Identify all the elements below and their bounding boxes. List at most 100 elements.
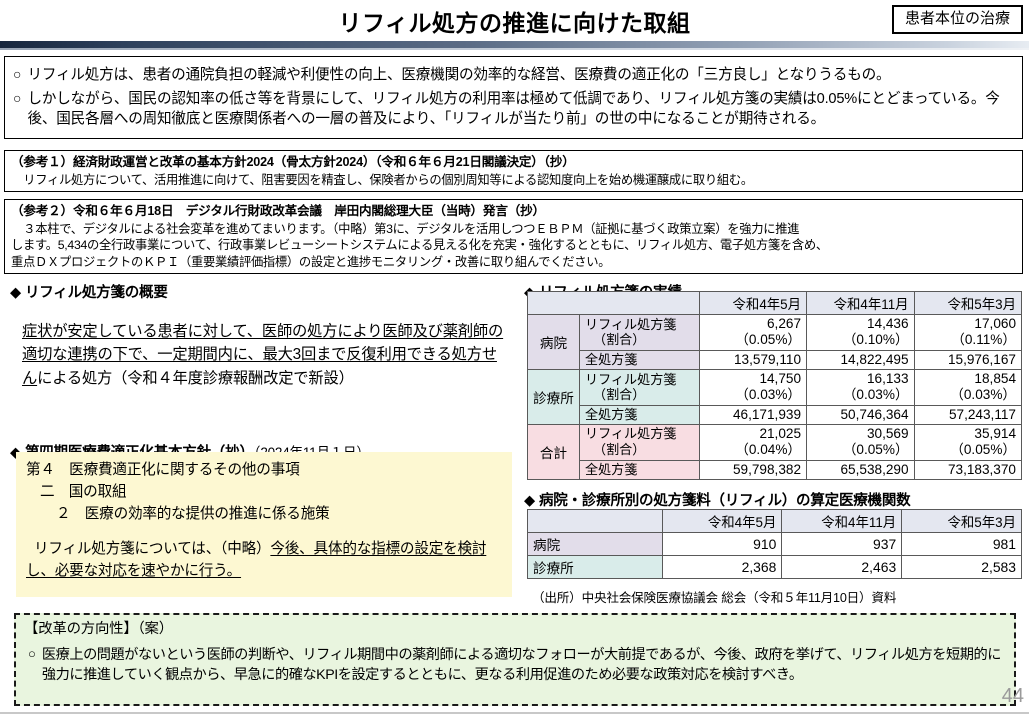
table1-corner-cell [527, 291, 700, 315]
table1-cell: 21,025 （0.04%） [698, 423, 808, 461]
diamond-icon: ◆ [10, 285, 21, 301]
table1-cell: 57,243,117 [913, 404, 1023, 425]
table1-cell: 18,854 （0.03%） [913, 368, 1023, 406]
table-row: 合計 リフィル処方箋 （割合） 21,025 （0.04%） 30,569 （0… [527, 423, 1023, 480]
refill-prescription-results-table: 令和4年5月 令和4年11月 令和5年3月 病院 リフィル処方箋 （割合） 6,… [527, 291, 1023, 480]
table1-row-label-clinic-refill: リフィル処方箋 （割合） [578, 368, 700, 406]
table1-cell: 14,436 （0.10%） [806, 314, 915, 351]
table1-group-hospital: 病院 [527, 314, 580, 370]
title-divider-bar [0, 41, 1029, 48]
reform-direction-box: 【改革の方向性】（案） ○ 医療上の問題がないという医師の判断や、リフィル期間中… [14, 613, 1016, 706]
table2-row-label-hospital: 病院 [527, 532, 663, 556]
table1-cell: 13,579,110 [698, 349, 808, 370]
table1-row-label-hospital-total: 全処方箋 [578, 349, 700, 370]
table2-cell: 910 [661, 532, 783, 556]
table1-col-header-2: 令和4年11月 [806, 291, 915, 315]
ratio: （0.05%） [842, 442, 909, 458]
ratio: （0.03%） [735, 387, 802, 403]
policy-excerpt-box: 第４ 医療費適正化に関するその他の事項 二 国の取組 ２ 医療の効率的な提供の推… [16, 452, 512, 597]
value: 21,025 [759, 425, 802, 441]
summary-bullets-box: ○ リフィル処方は、患者の通院負担の軽減や利便性の向上、医療機関の効率的な経営、… [4, 56, 1023, 140]
label-line-1: リフィル処方箋 [584, 426, 677, 442]
reform-direction-text: 医療上の問題がないという医師の判断や、リフィル期間中の薬剤師による適切なフォロー… [41, 646, 1002, 683]
table-row: 病院 リフィル処方箋 （割合） 6,267 （0.05%） 14,436 （0.… [527, 314, 1023, 370]
reform-direction-title: 【改革の方向性】（案） [24, 621, 173, 637]
table1-group-total: 合計 [527, 423, 580, 480]
page-number: 44 [1001, 685, 1024, 707]
ratio: （0.03%） [842, 387, 909, 403]
table1-cell: 6,267 （0.05%） [698, 314, 808, 351]
summary-bullet-2: ○ しかしながら、国民の認知率の低さ等を背景にして、リフィル処方の利用率は極めて… [9, 89, 1018, 129]
policy-excerpt-line-3: ２ 医療の効率的な提供の推進に係る施策 [56, 505, 330, 522]
table2-cell: 2,463 [781, 555, 903, 579]
table1-cell: 46,171,939 [698, 404, 808, 425]
policy-excerpt-line-2: 二 国の取組 [40, 483, 127, 500]
overview-underlined-text: 症状が安定している患者に対して、医師の処方により医師及び薬剤師の適切な連携の下で… [22, 323, 504, 387]
table-row: 全処方箋 46,171,939 50,746,364 57,243,117 [528, 404, 1023, 425]
table1-cell: 17,060 （0.11%） [913, 314, 1023, 351]
reference-2-line-3: 重点ＤＸプロジェクトのＫＰＩ（重要業績評価指標）の設定と進捗モニタリング・改善に… [11, 254, 611, 269]
ratio: （0.05%） [950, 442, 1016, 458]
summary-bullet-1: ○ リフィル処方は、患者の通院負担の軽減や利便性の向上、医療機関の効率的な経営、… [9, 65, 1018, 85]
table-header-row: 令和4年5月 令和4年11月 令和5年3月 [527, 509, 1022, 533]
table1-cell: 65,538,290 [806, 459, 915, 480]
overview-tail-text: による処方（令和４年度診療報酬改定で新設） [37, 369, 354, 387]
footer-divider [0, 712, 1029, 714]
table-header-row: 令和4年5月 令和4年11月 令和5年3月 [527, 291, 1023, 315]
table2-col-header-1: 令和4年5月 [661, 509, 783, 533]
table1-group-clinic: 診療所 [527, 368, 580, 425]
table1-cell: 14,750 （0.03%） [698, 368, 808, 406]
table1-col-header-1: 令和4年5月 [698, 291, 808, 315]
policy-paragraph-underlined: 今後、具体的な指標の設定を検討し、必要な対応を速やかに行う。 [26, 540, 487, 579]
table1-cell: 35,914 （0.05%） [913, 423, 1023, 461]
policy-excerpt-paragraph: リフィル処方箋については、（中略）今後、具体的な指標の設定を検討し、必要な対応を… [26, 539, 502, 583]
value: 35,914 [974, 425, 1016, 441]
reform-direction-bullet: ○ 医療上の問題がないという医師の判断や、リフィル期間中の薬剤師による適切なフォ… [24, 645, 1006, 685]
table1-cell: 59,798,382 [698, 459, 808, 480]
overview-heading: ◆ リフィル処方箋の概要 [10, 281, 168, 302]
reference-2-line-1: ３本柱で、デジタルによる社会変革を進めてまいります。（中略）第3に、デジタルを活… [23, 221, 800, 236]
table1-cell: 15,976,167 [913, 349, 1023, 370]
reference-1-line-1: リフィル処方について、活用推進に向けて、阻害要因を精査し、保険者からの個別周知等… [23, 172, 753, 187]
circle-bullet-icon: ○ [13, 66, 22, 82]
reference-2-heading: （参考２）令和６年６月18日 デジタル行財政改革会議 岸田内閣総理大臣（当時）発… [11, 204, 545, 218]
value: 17,060 [974, 316, 1016, 331]
table1-cell: 14,822,495 [806, 349, 915, 370]
overview-heading-label: リフィル処方箋の概要 [24, 285, 168, 301]
circle-bullet-icon: ○ [28, 645, 36, 661]
table-row: 全処方箋 59,798,382 65,538,290 73,183,370 [528, 459, 1023, 480]
table2-cell: 937 [781, 532, 903, 556]
page-title: リフィル処方の推進に向けた取組 [338, 10, 691, 36]
table2-cell: 2,368 [661, 555, 783, 579]
table2-heading: ◆ 病院・診療所別の処方箋料（リフィル）の算定医療機関数 [524, 489, 911, 510]
table1-col-header-3: 令和5年3月 [913, 291, 1023, 315]
value: 14,436 [866, 316, 909, 331]
table1-cell: 30,569 （0.05%） [806, 423, 915, 461]
value: 14,750 [759, 370, 802, 386]
label-line-2: （割合） [592, 442, 646, 458]
reference-2-line-2: します。5,434の全行政事業について、行政事業レビューシートシステムによる見え… [11, 238, 828, 253]
table-row: 診療所 リフィル処方箋 （割合） 14,750 （0.03%） 16,133 （… [527, 368, 1023, 425]
table-row: 診療所 2,368 2,463 2,583 [527, 555, 1022, 579]
reference-2-body: ３本柱で、デジタルによる社会変革を進めてまいります。（中略）第3に、デジタルを活… [11, 221, 1017, 270]
table1-row-label-total-all: 全処方箋 [578, 459, 700, 480]
value: 30,569 [866, 425, 909, 441]
ratio: （0.11%） [951, 332, 1016, 348]
table2-col-header-2: 令和4年11月 [781, 509, 903, 533]
table2-source-note: （出所）中央社会保険医療協議会 総会（令和５年11月10日）資料 [532, 591, 897, 605]
value: 6,267 [766, 316, 802, 331]
calculating-institutions-table: 令和4年5月 令和4年11月 令和5年3月 病院 910 937 981 診療所… [527, 509, 1022, 579]
category-tag: 患者本位の治療 [891, 5, 1023, 34]
ratio: （0.03%） [950, 387, 1016, 403]
reference-box-1: （参考１）経済財政運営と改革の基本方針2024（骨太方針2024）（令和６年６月… [4, 150, 1023, 193]
reference-1-heading: （参考１）経済財政運営と改革の基本方針2024（骨太方針2024）（令和６年６月… [11, 155, 575, 169]
label-line-1: リフィル処方箋 [584, 371, 677, 387]
value: 18,854 [974, 370, 1016, 386]
table2-col-header-3: 令和5年3月 [901, 509, 1022, 533]
reference-box-2: （参考２）令和６年６月18日 デジタル行財政改革会議 岸田内閣総理大臣（当時）発… [4, 199, 1023, 275]
table1-cell: 50,746,364 [806, 404, 915, 425]
label-line-2: （割合） [592, 387, 646, 403]
policy-excerpt-line-1: 第４ 医療費適正化に関するその他の事項 [26, 462, 300, 478]
reference-1-body: リフィル処方について、活用推進に向けて、阻害要因を精査し、保険者からの個別周知等… [11, 172, 1017, 188]
